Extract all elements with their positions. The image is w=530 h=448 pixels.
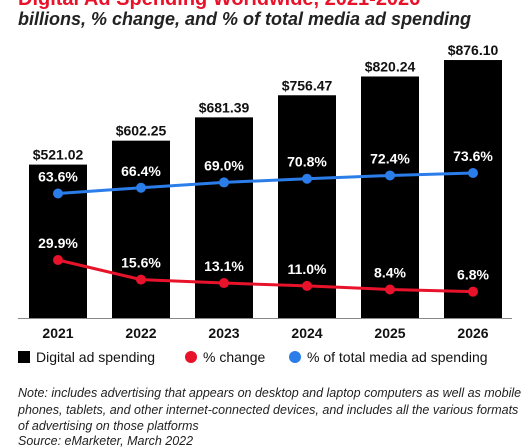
legend-item-pct-total: % of total media ad spending (289, 349, 488, 365)
pct-total-point (385, 170, 395, 181)
pct-total-value-label: 73.6% (453, 148, 493, 164)
pct-change-value-label: 13.1% (204, 258, 244, 274)
pct-change-point (385, 284, 395, 295)
pct-change-point (53, 255, 63, 265)
pct-total-point (219, 177, 229, 188)
pct-change-value-label: 6.8% (457, 267, 489, 283)
pct-total-value-label: 70.8% (287, 154, 327, 170)
pct-total-line (57, 171, 474, 195)
chart-title: Digital Ad Spending Worldwide, 2021-2026 (18, 0, 420, 11)
pct-change-value-label: 8.4% (374, 264, 406, 280)
pct-total-value-label: 69.0% (204, 157, 244, 173)
x-tick-label: 2023 (208, 325, 239, 341)
pct-change-value-label: 15.6% (121, 255, 161, 271)
legend-item-pct-change: % change (185, 349, 265, 365)
pct-change-point (136, 274, 146, 285)
legend-item-digital-ad-spending: Digital ad spending (18, 349, 155, 365)
x-tick-label: 2025 (374, 325, 405, 341)
bar-value-label: $602.25 (116, 123, 167, 139)
pct-total-value-label: 63.6% (38, 169, 78, 185)
x-tick-label: 2021 (42, 325, 73, 341)
bar-2025 (361, 76, 419, 318)
legend-label: % of total media ad spending (307, 349, 488, 365)
bar-2024 (278, 95, 336, 318)
legend-swatch (18, 351, 30, 363)
pct-total-value-label: 72.4% (370, 150, 410, 166)
chart-source: Source: eMarketer, March 2022 (18, 434, 194, 448)
pct-change-point (468, 286, 478, 297)
bar-2026 (444, 60, 502, 318)
chart-note: Note: includes advertising that appears … (18, 386, 522, 433)
pct-change-line (57, 258, 474, 294)
bar-value-label: $521.02 (33, 147, 84, 163)
pct-total-point (136, 182, 146, 193)
x-tick-label: 2022 (125, 325, 156, 341)
chart-subtitle: billions, % change, and % of total media… (18, 9, 472, 29)
pct-change-value-label: 11.0% (288, 261, 327, 277)
pct-change-point (302, 280, 312, 291)
bar-value-label: $756.47 (282, 77, 333, 93)
bar-value-label: $876.10 (448, 42, 499, 58)
legend-swatch (289, 351, 301, 363)
x-tick-label: 2026 (457, 325, 488, 341)
pct-total-value-label: 66.4% (121, 163, 161, 179)
bar-value-label: $820.24 (365, 58, 416, 74)
pct-total-point (468, 168, 478, 178)
pct-change-point (219, 278, 229, 289)
pct-change-value-label: 29.9% (38, 235, 78, 251)
x-axis: 2021 2022 2023 2024 2025 2026 (18, 318, 512, 341)
pct-total-point (53, 188, 63, 199)
bars-group: $521.02 $602.25 $681.39 $756.47 $820.24 $876.… (29, 42, 502, 318)
legend: Digital ad spending % change % of total me… (18, 349, 488, 365)
lines-group: 63.6% 66.4% 69.0% 70.8% 72.4% 73.6% 29.9% 15.6%… (38, 148, 493, 297)
bar-value-label: $681.39 (199, 99, 250, 115)
pct-total-point (302, 173, 312, 184)
bar-2022 (112, 140, 170, 318)
legend-swatch (185, 351, 197, 363)
legend-label: Digital ad spending (36, 349, 155, 365)
combo-chart: $521.02 $602.25 $681.39 $756.47 $820.24 $876.… (18, 42, 512, 365)
x-tick-label: 2024 (291, 325, 322, 341)
legend-label: % change (203, 349, 265, 365)
